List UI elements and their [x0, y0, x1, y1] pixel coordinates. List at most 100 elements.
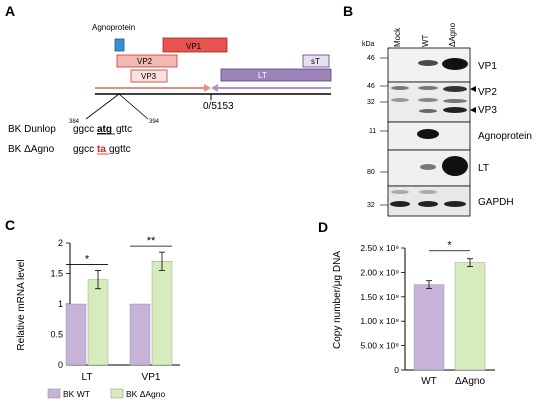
blot-label-vp3: VP3 — [478, 105, 497, 116]
band-nonspecific-mock — [391, 86, 409, 90]
lane-label-mock: Mock — [393, 27, 402, 47]
chart-d-ytick-label: 1.50 x 10⁹ — [360, 292, 399, 302]
vp2-box — [116, 54, 178, 68]
band-vp3-dagno — [443, 107, 467, 113]
marker-vp1-46: 46 — [367, 55, 375, 62]
legend-swatch-bk-dagno — [110, 388, 124, 399]
chart-d-significance-label: * — [447, 240, 452, 252]
chart-c-bars: *** — [65, 235, 173, 366]
lt-box-label: LT — [258, 71, 267, 80]
marker-lt-80: 80 — [367, 169, 375, 176]
early-arrowhead — [211, 84, 218, 92]
genome-position-label: 0/5153 — [203, 101, 234, 112]
zoom-line-left — [85, 93, 120, 120]
chart-c-category-lt: LT — [82, 372, 93, 383]
agno-mutant-label: BK ΔAgno — [8, 144, 55, 155]
vp1-box-label: VP1 — [186, 42, 202, 51]
band-vp1-wt — [418, 60, 438, 66]
vp3-arrow-icon — [470, 107, 476, 113]
legend-swatch-bk-wt — [47, 388, 61, 399]
chart-d-ytick-label: 1.00 x 10⁹ — [360, 316, 399, 326]
band-mid-mock — [391, 98, 409, 102]
band-gapdh-faint-wt — [419, 190, 437, 194]
blot-label-gapdh: GAPDH — [478, 197, 514, 208]
panel-c: C Relative mRNA level 00.511.52 *** LT V… — [5, 217, 180, 399]
band-vp3-wt — [419, 109, 437, 113]
blot-label-agnoprotein: Agnoprotein — [478, 131, 532, 142]
agno-seq-post: ggttc — [109, 144, 131, 155]
band-mid-wt — [418, 98, 438, 102]
chart-d-bar — [454, 262, 486, 371]
band-gapdh-dagno — [444, 201, 466, 207]
chart-c-category-vp1: VP1 — [142, 372, 161, 383]
seq-end-position: 394 — [149, 119, 160, 125]
chart-d-ytick-label: 5.00 x 10⁸ — [360, 341, 399, 351]
band-lt-dagno — [442, 156, 468, 176]
panel-c-letter: C — [5, 217, 15, 233]
band-gapdh-mock — [390, 201, 410, 207]
chart-c-bar — [129, 303, 151, 366]
panel-d-letter: D — [318, 219, 328, 235]
marker-gapdh-32: 32 — [367, 202, 375, 209]
kda-label: kDa — [362, 41, 375, 48]
chart-c-ytick-label: 2 — [58, 238, 63, 248]
chart-d-category-dagno: ΔAgno — [455, 376, 485, 387]
vp1-box — [162, 37, 228, 53]
chart-c-bar — [65, 303, 87, 366]
band-nonspecific-wt — [418, 86, 438, 90]
panel-b-letter: B — [343, 3, 353, 19]
zoom-line-right — [118, 93, 149, 120]
band-lt-wt — [420, 164, 436, 170]
band-vp2-dagno — [443, 86, 467, 92]
chart-c-significance-label: * — [85, 253, 90, 265]
late-arrowhead — [204, 84, 211, 92]
seq-start-position: 384 — [69, 119, 80, 125]
dunlop-seq-pre: ggcc — [73, 124, 94, 135]
band-mid-dagno — [443, 99, 467, 103]
panel-b: B kDa Mock WT ΔAgno 46 VP1 46 32 VP2 VP3… — [343, 3, 532, 217]
chart-d-ylabel: Copy number/μg DNA — [332, 251, 343, 349]
chart-c-bar — [87, 279, 109, 366]
band-agno-wt — [417, 129, 439, 139]
chart-d-category-wt: WT — [421, 376, 437, 387]
lt-box — [220, 68, 332, 82]
chart-c-ytick-label: 0 — [58, 360, 63, 370]
vp3-box — [130, 69, 168, 83]
band-vp1-dagno — [442, 58, 468, 70]
blot-label-vp2: VP2 — [478, 87, 497, 98]
chart-c-ytick-label: 1.5 — [50, 269, 63, 279]
legend-label-bk-dagno: BK ΔAgno — [126, 389, 166, 399]
marker-vp2-32: 32 — [367, 99, 375, 106]
vp2-box-label: VP2 — [137, 57, 153, 66]
chart-c-ylabel: Relative mRNA level — [16, 259, 27, 350]
dunlop-seq-start-codon: atg — [97, 124, 112, 135]
chart-d-bar — [413, 284, 445, 371]
chart-d-ytick-label: 0 — [394, 365, 399, 375]
chart-c-bar — [151, 261, 173, 366]
st-box — [302, 54, 330, 68]
panel-a: A Agnoprotein VP1 VP2 VP3 LT sT 0/5153 3… — [5, 3, 332, 155]
vp3-box-label: VP3 — [141, 72, 157, 81]
chart-c-legend: BK WT BK ΔAgno — [47, 388, 166, 399]
band-gapdh-faint-mock — [391, 190, 409, 194]
chart-d-bars: * — [413, 240, 486, 371]
chart-d-ticks: 0 5.00 x 10⁸ 1.00 x 10⁹ 1.50 x 10⁹ 2.00 x 10… — [360, 243, 405, 375]
panel-a-letter: A — [5, 3, 15, 19]
dunlop-seq-post: gttc — [116, 124, 132, 135]
agno-seq-pre: ggcc — [73, 144, 94, 155]
st-box-label: sT — [311, 57, 320, 66]
agnoprotein-label: Agnoprotein — [92, 23, 135, 32]
chart-c-significance-label: ** — [147, 235, 156, 247]
chart-d-ytick-label: 2.00 x 10⁹ — [360, 267, 399, 277]
legend-label-bk-wt: BK WT — [63, 389, 90, 399]
lane-label-wt: WT — [421, 34, 430, 47]
vp2-arrow-icon — [470, 86, 476, 92]
marker-agno-11: 11 — [369, 128, 376, 135]
lane-label-dagno: ΔAgno — [448, 22, 457, 47]
chart-d-ytick-label: 2.50 x 10⁹ — [360, 243, 399, 253]
dunlop-label: BK Dunlop — [8, 124, 56, 135]
blot-label-vp1: VP1 — [478, 61, 497, 72]
band-gapdh-wt — [418, 201, 438, 207]
